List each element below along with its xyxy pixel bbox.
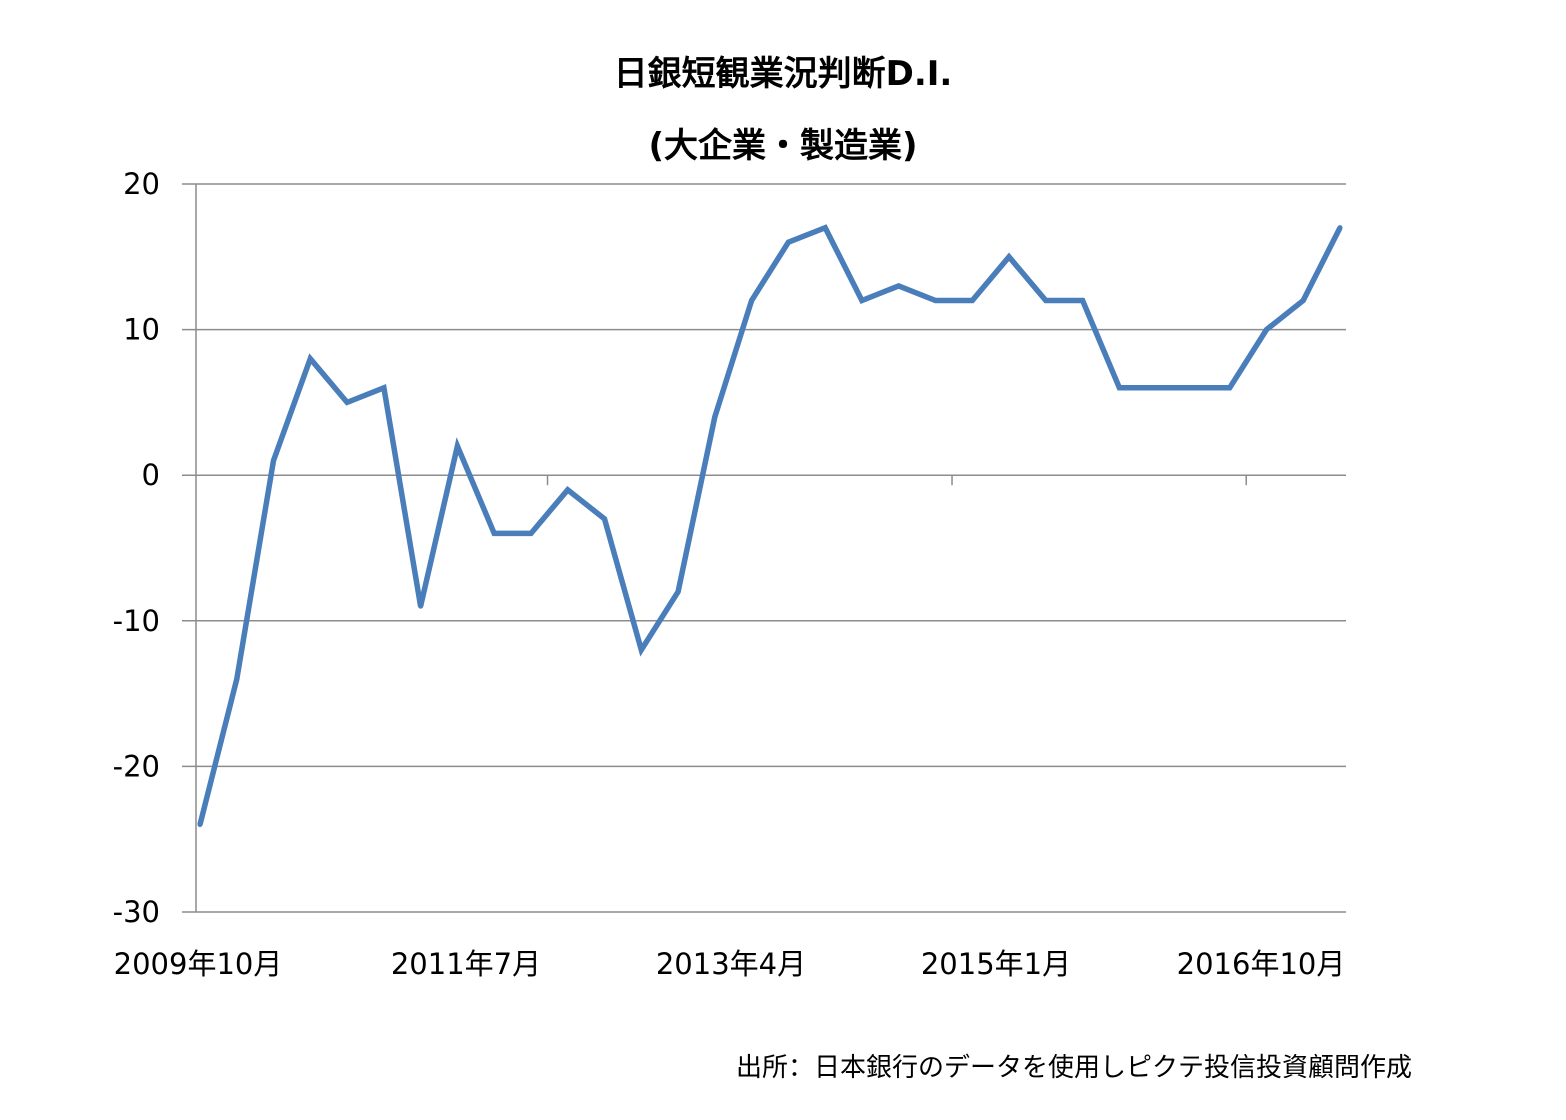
data-point (1337, 225, 1343, 231)
data-point (1300, 297, 1306, 303)
y-tick-labels: 20 10 0 -10 -20 -30 (113, 167, 160, 929)
y-tick-label: 10 (123, 313, 160, 347)
x-tick-label: 2016年10月 (1177, 947, 1346, 981)
data-point (344, 399, 350, 405)
data-point (1263, 327, 1269, 333)
data-point (749, 297, 755, 303)
axes (195, 184, 1247, 912)
data-point (197, 822, 203, 828)
data-point (896, 283, 902, 289)
source-note: 出所：日本銀行のデータを使用しピクテ投信投資顧問作成 (736, 1053, 1412, 1083)
y-tick-label: 0 (142, 458, 160, 492)
data-point (1080, 297, 1086, 303)
x-tick-labels: 2009年10月 2011年7月 2013年4月 2015年1月 2016年10月 (114, 947, 1346, 981)
x-tick-label: 2015年1月 (921, 947, 1071, 981)
y-tick-label: -30 (113, 895, 160, 929)
chart-subtitle: (大企業・製造業) (648, 126, 917, 166)
series-line (197, 224, 1343, 826)
data-point (454, 443, 460, 449)
data-point (969, 297, 975, 303)
data-point (1190, 385, 1196, 391)
data-point (675, 589, 681, 595)
data-point (491, 530, 497, 536)
x-tick-label: 2011年7月 (391, 947, 541, 981)
data-point (822, 225, 828, 231)
y-tick-label: -20 (113, 749, 160, 783)
data-point (528, 530, 534, 536)
data-point (381, 385, 387, 391)
y-tick-label: 20 (123, 167, 160, 201)
data-point (307, 356, 313, 362)
data-point (638, 647, 644, 653)
data-point (932, 297, 938, 303)
data-point (1116, 385, 1122, 391)
data-point (1227, 385, 1233, 391)
data-point (271, 458, 277, 464)
data-point (1006, 254, 1012, 260)
data-point (418, 603, 424, 609)
data-point (602, 516, 608, 522)
data-point (785, 239, 791, 245)
data-point (234, 676, 240, 682)
gridlines (182, 183, 1346, 913)
y-tick-label: -10 (113, 604, 160, 638)
data-point (565, 487, 571, 493)
x-tick-label: 2009年10月 (114, 947, 283, 981)
data-point (1043, 297, 1049, 303)
data-point (712, 414, 718, 420)
series-group (197, 224, 1343, 828)
x-tick-label: 2013年4月 (656, 947, 806, 981)
data-point (859, 297, 865, 303)
data-point (1153, 385, 1159, 391)
chart-title: 日銀短観業況判断D.I. (614, 54, 953, 94)
